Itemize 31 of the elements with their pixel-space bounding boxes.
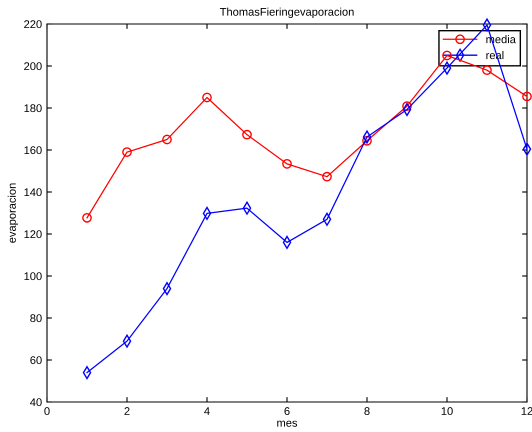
x-tick-label: 10: [442, 407, 453, 416]
x-tick-label: 4: [204, 407, 210, 415]
point: [402, 101, 412, 111]
point: [82, 212, 92, 223]
y-tick-label: 120: [24, 230, 42, 238]
y-tick-label: 80: [30, 314, 42, 322]
x-tick-label: 0: [44, 407, 50, 416]
y-tick-label: 40: [30, 398, 42, 406]
point: [482, 65, 492, 76]
y-axis-title: evaporacion: [8, 183, 18, 243]
x-tick-label: 8: [364, 407, 370, 416]
point: [522, 92, 532, 102]
y-tick-label: 200: [24, 62, 42, 70]
point: [202, 92, 212, 102]
x-tick-label: 6: [284, 407, 290, 416]
point: [282, 159, 292, 169]
y-tick-label: 100: [24, 272, 42, 280]
y-tick-label: 180: [24, 104, 42, 112]
point: [162, 134, 172, 144]
y-tick-label: 60: [30, 356, 42, 364]
x-tick-label: 2: [124, 407, 130, 415]
y-tick-label: 140: [24, 188, 42, 196]
point: [122, 147, 132, 157]
point: [442, 50, 452, 60]
y-tick-label: 220: [24, 20, 42, 28]
point: [322, 172, 332, 182]
x-axis-title: mes: [277, 420, 298, 427]
y-tick-label: 160: [24, 146, 42, 154]
point: [242, 130, 252, 140]
point: [362, 136, 372, 146]
chart-title: ThomasFieringevaporacion: [220, 8, 354, 18]
